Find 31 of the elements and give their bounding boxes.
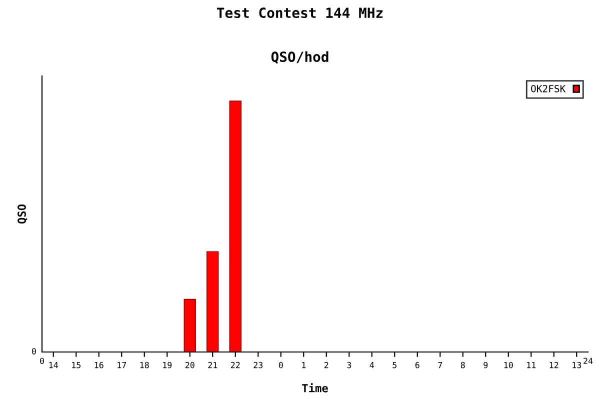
x-tick-label: 3 — [347, 362, 352, 368]
x-tick-label: 16 — [94, 362, 104, 368]
x-tick-label: 4 — [370, 362, 374, 368]
text: 24 — [584, 358, 593, 364]
x-tick-label: 10 — [504, 362, 513, 368]
x-axis-title: Time — [302, 383, 328, 392]
chart-subtitle: QSO/hod — [271, 51, 328, 64]
x-tick-label: 11 — [527, 362, 536, 368]
x-tick-label: 20 — [185, 362, 194, 368]
x-tick-label: 2 — [324, 362, 328, 368]
text: 0 — [32, 348, 36, 354]
chart-title: Test Contest 144 MHz — [216, 8, 383, 18]
x-tick-label: 18 — [140, 362, 149, 368]
x-tick-label: 8 — [460, 362, 465, 368]
x-tick-label: 13 — [572, 362, 582, 368]
legend-label: OK2FSK — [531, 84, 566, 92]
x-tick-label: 1 — [302, 362, 306, 368]
x-tick-label: 21 — [208, 362, 218, 368]
x-tick-label: 17 — [118, 362, 126, 368]
x-tick-label: 12 — [550, 362, 558, 368]
y-axis-title: QSO — [18, 204, 28, 224]
x-tick-label: 7 — [438, 362, 442, 368]
x-tick-label: 9 — [484, 362, 488, 368]
x-tick-label: 19 — [163, 362, 172, 368]
x-tick-label: 22 — [230, 362, 240, 368]
x-tick-label: 5 — [392, 362, 396, 368]
x-tick-label: 14 — [49, 362, 58, 368]
x-tick-label: 0 — [278, 362, 283, 368]
x-tick-label: 6 — [415, 362, 420, 368]
x-tick-label: 15 — [72, 362, 80, 368]
x-tick-label: 23 — [254, 362, 263, 368]
